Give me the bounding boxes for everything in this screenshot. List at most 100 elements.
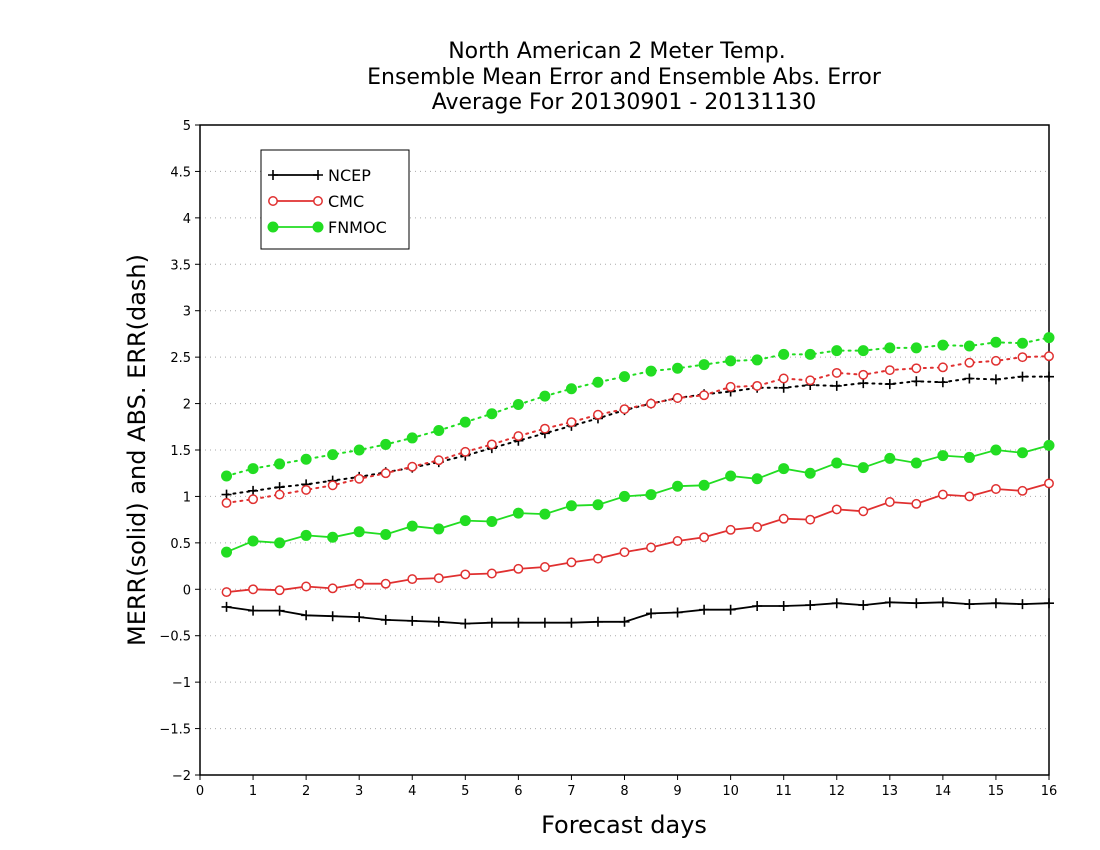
ncep-point [248,485,259,496]
fnmoc-point [751,354,763,366]
ncep-point [566,617,577,628]
cmc-point [990,355,1001,366]
cmc-point [486,568,497,579]
legend-label-cmc: CMC [328,192,364,211]
fnmoc-point [857,462,869,474]
ncep-point [221,489,232,500]
cmc-abs-error-line [225,355,1050,504]
x-tick-label: 11 [775,784,792,799]
x-tick-label: 8 [620,784,628,799]
cmc-point [513,431,524,442]
fnmoc-point [990,336,1002,348]
ncep-point [221,601,232,612]
cmc-point [725,381,736,392]
fnmoc-point [672,480,684,492]
y-tick-label: 0 [183,583,191,598]
ncep-point [1044,598,1054,609]
y-axis-ticks: −2 −1.5 −1 −0.5 0 0.5 1 1.5 2 2.5 3 3.5 4 4.5 5 [159,119,200,784]
cmc-point [1044,478,1054,489]
fnmoc-mean-error-line [226,444,1050,553]
fnmoc-point [221,470,233,482]
cmc-point [1017,485,1028,496]
cmc-point [248,584,259,595]
cmc-point [301,484,312,495]
fnmoc-point [698,479,710,491]
cmc-point [380,578,391,589]
cmc-point [354,578,365,589]
fnmoc-point [512,399,524,410]
cmc-point [725,524,736,535]
cmc-point [248,494,259,505]
x-tick-label: 6 [514,784,522,799]
cmc-point [460,569,471,580]
cmc-point [964,357,975,368]
cmc-point [539,562,550,572]
cmc-point [911,363,922,374]
ncep-point [911,376,922,387]
y-axis-label: MERR(solid) and ABS. ERR(dash) [123,254,151,646]
cmc-point [221,587,232,598]
series-ncep-abs-error [221,371,1054,500]
ncep-point [937,597,948,608]
fnmoc-point [512,507,524,519]
y-tick-label: −1 [172,676,191,691]
cmc-point [699,532,710,543]
fnmoc-point [963,451,975,463]
y-tick-label: 1.5 [170,444,191,459]
y-tick-label: 3 [183,305,191,320]
legend-box [260,149,410,250]
ncep-point [990,374,1001,385]
fnmoc-point [459,416,471,428]
ncep-point [354,612,365,623]
cmc-point [593,409,603,420]
fnmoc-point [831,457,843,469]
cmc-point [778,513,789,524]
title-line-1: North American 2 Meter Temp. [448,39,786,64]
cmc-point [301,581,312,592]
fnmoc-point [778,463,790,475]
cmc-point [990,484,1001,494]
cmc-point [672,393,683,403]
ncep-point [301,610,312,621]
x-tick-label: 10 [722,784,739,799]
fnmoc-point [300,453,312,465]
ncep-point [274,605,285,616]
ncep-point [831,380,842,391]
cmc-point [911,498,922,509]
fnmoc-point [486,408,498,420]
ncep-point [1017,371,1028,382]
cmc-point [593,553,603,564]
cmc-point [619,547,630,558]
ncep-point [831,598,842,609]
gridlines [200,170,1049,730]
cmc-point [646,542,656,553]
fnmoc-point [380,529,392,540]
fnmoc-point [327,449,339,461]
cmc-point [964,491,975,502]
ncep-point [433,616,444,627]
legend-item-fnmoc: FNMOC [267,218,387,237]
series-fnmoc-mean-error [221,439,1055,558]
y-tick-label: 5 [183,119,191,134]
x-tick-label: 0 [196,784,204,799]
cmc-point [380,468,391,479]
legend: NCEP CMC FNMOC [260,149,410,250]
cmc-point [407,461,418,472]
legend-item-cmc: CMC [268,192,364,211]
fnmoc-point [990,444,1002,456]
ncep-point [539,617,550,628]
fnmoc-point [725,470,737,482]
cmc-point [858,369,869,380]
series-ncep-mean-error [221,597,1054,629]
x-tick-label: 4 [408,784,416,799]
legend-marker-ncep [268,170,278,180]
series-cmc-mean-error [221,478,1054,598]
ncep-point [858,378,869,389]
ncep-point [884,379,895,390]
fnmoc-point [672,362,684,374]
cmc-point [566,417,577,428]
ncep-mean-error-line [226,601,1050,625]
fnmoc-point [247,463,259,475]
legend-marker-cmc [313,196,323,206]
cmc-point [539,423,550,434]
